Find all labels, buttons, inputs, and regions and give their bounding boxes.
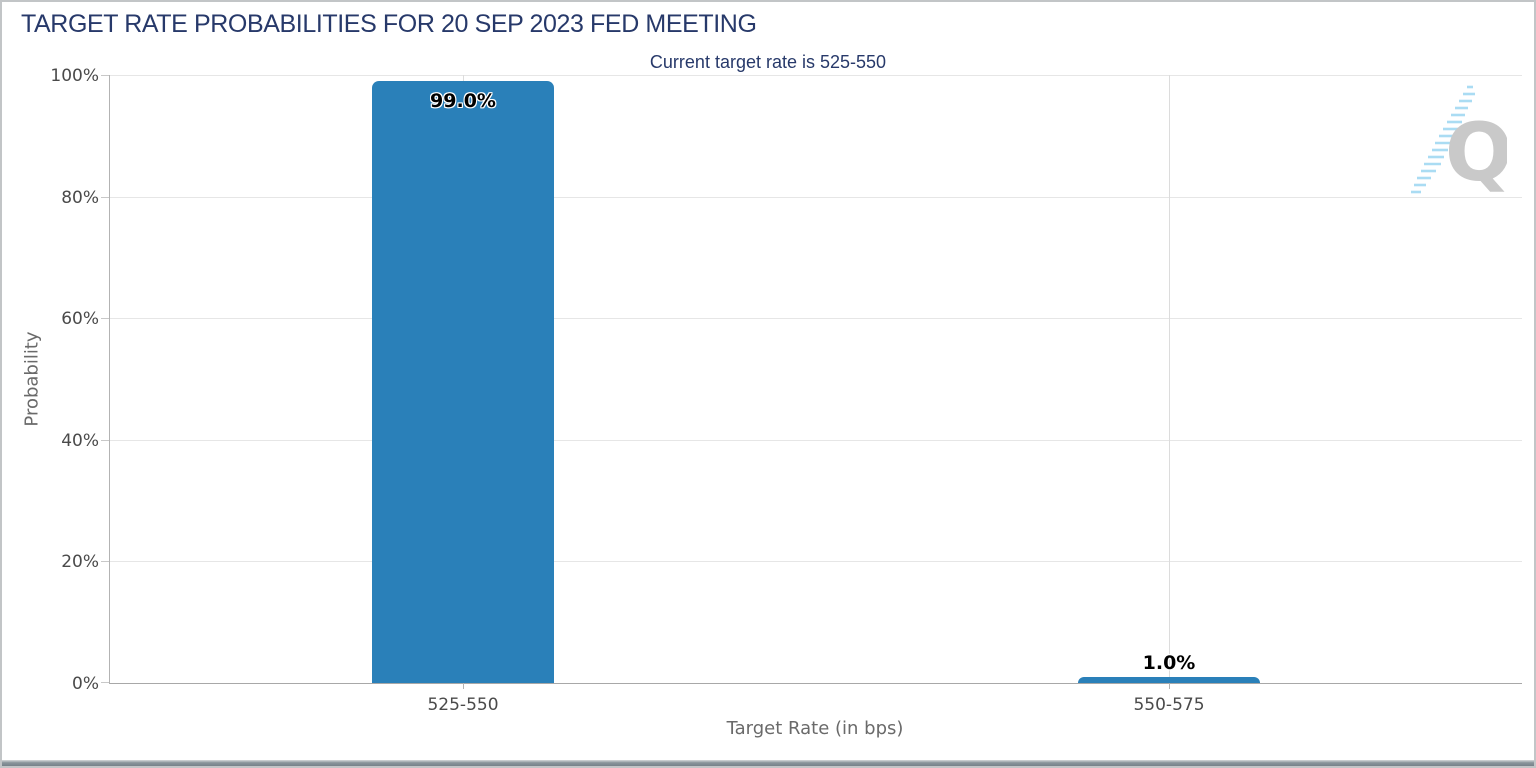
bar-525-550: 99.0% (372, 81, 554, 683)
y-axis-tick (101, 561, 109, 562)
y-axis-tick (101, 75, 109, 76)
y-axis-tick (101, 682, 109, 683)
bar-550-575: 1.0% (1078, 652, 1260, 683)
chart-subtitle: Current target rate is 525-550 (649, 52, 887, 72)
window-bottom-bar (2, 760, 1534, 766)
y-axis-tick (101, 318, 109, 319)
plot-area: 99.0% 1.0% 525-550 550-575 (101, 75, 1522, 715)
y-axis-tick-labels: 100% 80% 60% 40% 20% 0% (2, 66, 99, 694)
x-axis-tick (1169, 683, 1170, 689)
y-tick-label-0: 0% (72, 674, 99, 694)
x-tick-label-525-550: 525-550 (427, 695, 499, 715)
x-tick-label-550-575: 550-575 (1133, 695, 1205, 715)
logo-swoosh-dashes (1411, 85, 1475, 194)
y-axis-tick (101, 440, 109, 441)
x-axis-tick (463, 683, 464, 689)
gridline-40pct (110, 440, 1522, 441)
bar-value-label: 99.0% (430, 90, 496, 113)
y-tick-label-60: 60% (61, 309, 99, 329)
y-tick-label-20: 20% (61, 552, 99, 572)
gridline-20pct (110, 561, 1522, 562)
logo-graphic: Q (1411, 85, 1513, 199)
logo-q-letter: Q (1445, 106, 1507, 199)
y-tick-label-80: 80% (61, 188, 99, 208)
bar-value-label: 1.0% (1142, 651, 1196, 674)
gridline-60pct (110, 318, 1522, 319)
y-tick-label-40: 40% (61, 431, 99, 451)
gridline-80pct (110, 197, 1522, 198)
y-axis-tick (101, 197, 109, 198)
gridline-100pct (110, 75, 1522, 76)
x-axis-title: Target Rate (in bps) (726, 718, 904, 739)
y-tick-label-100: 100% (50, 66, 99, 86)
gridline-category-2 (1169, 75, 1170, 683)
quikstrike-logo: Q (1407, 82, 1513, 207)
chart-title: TARGET RATE PROBABILITIES FOR 20 SEP 202… (21, 10, 757, 38)
